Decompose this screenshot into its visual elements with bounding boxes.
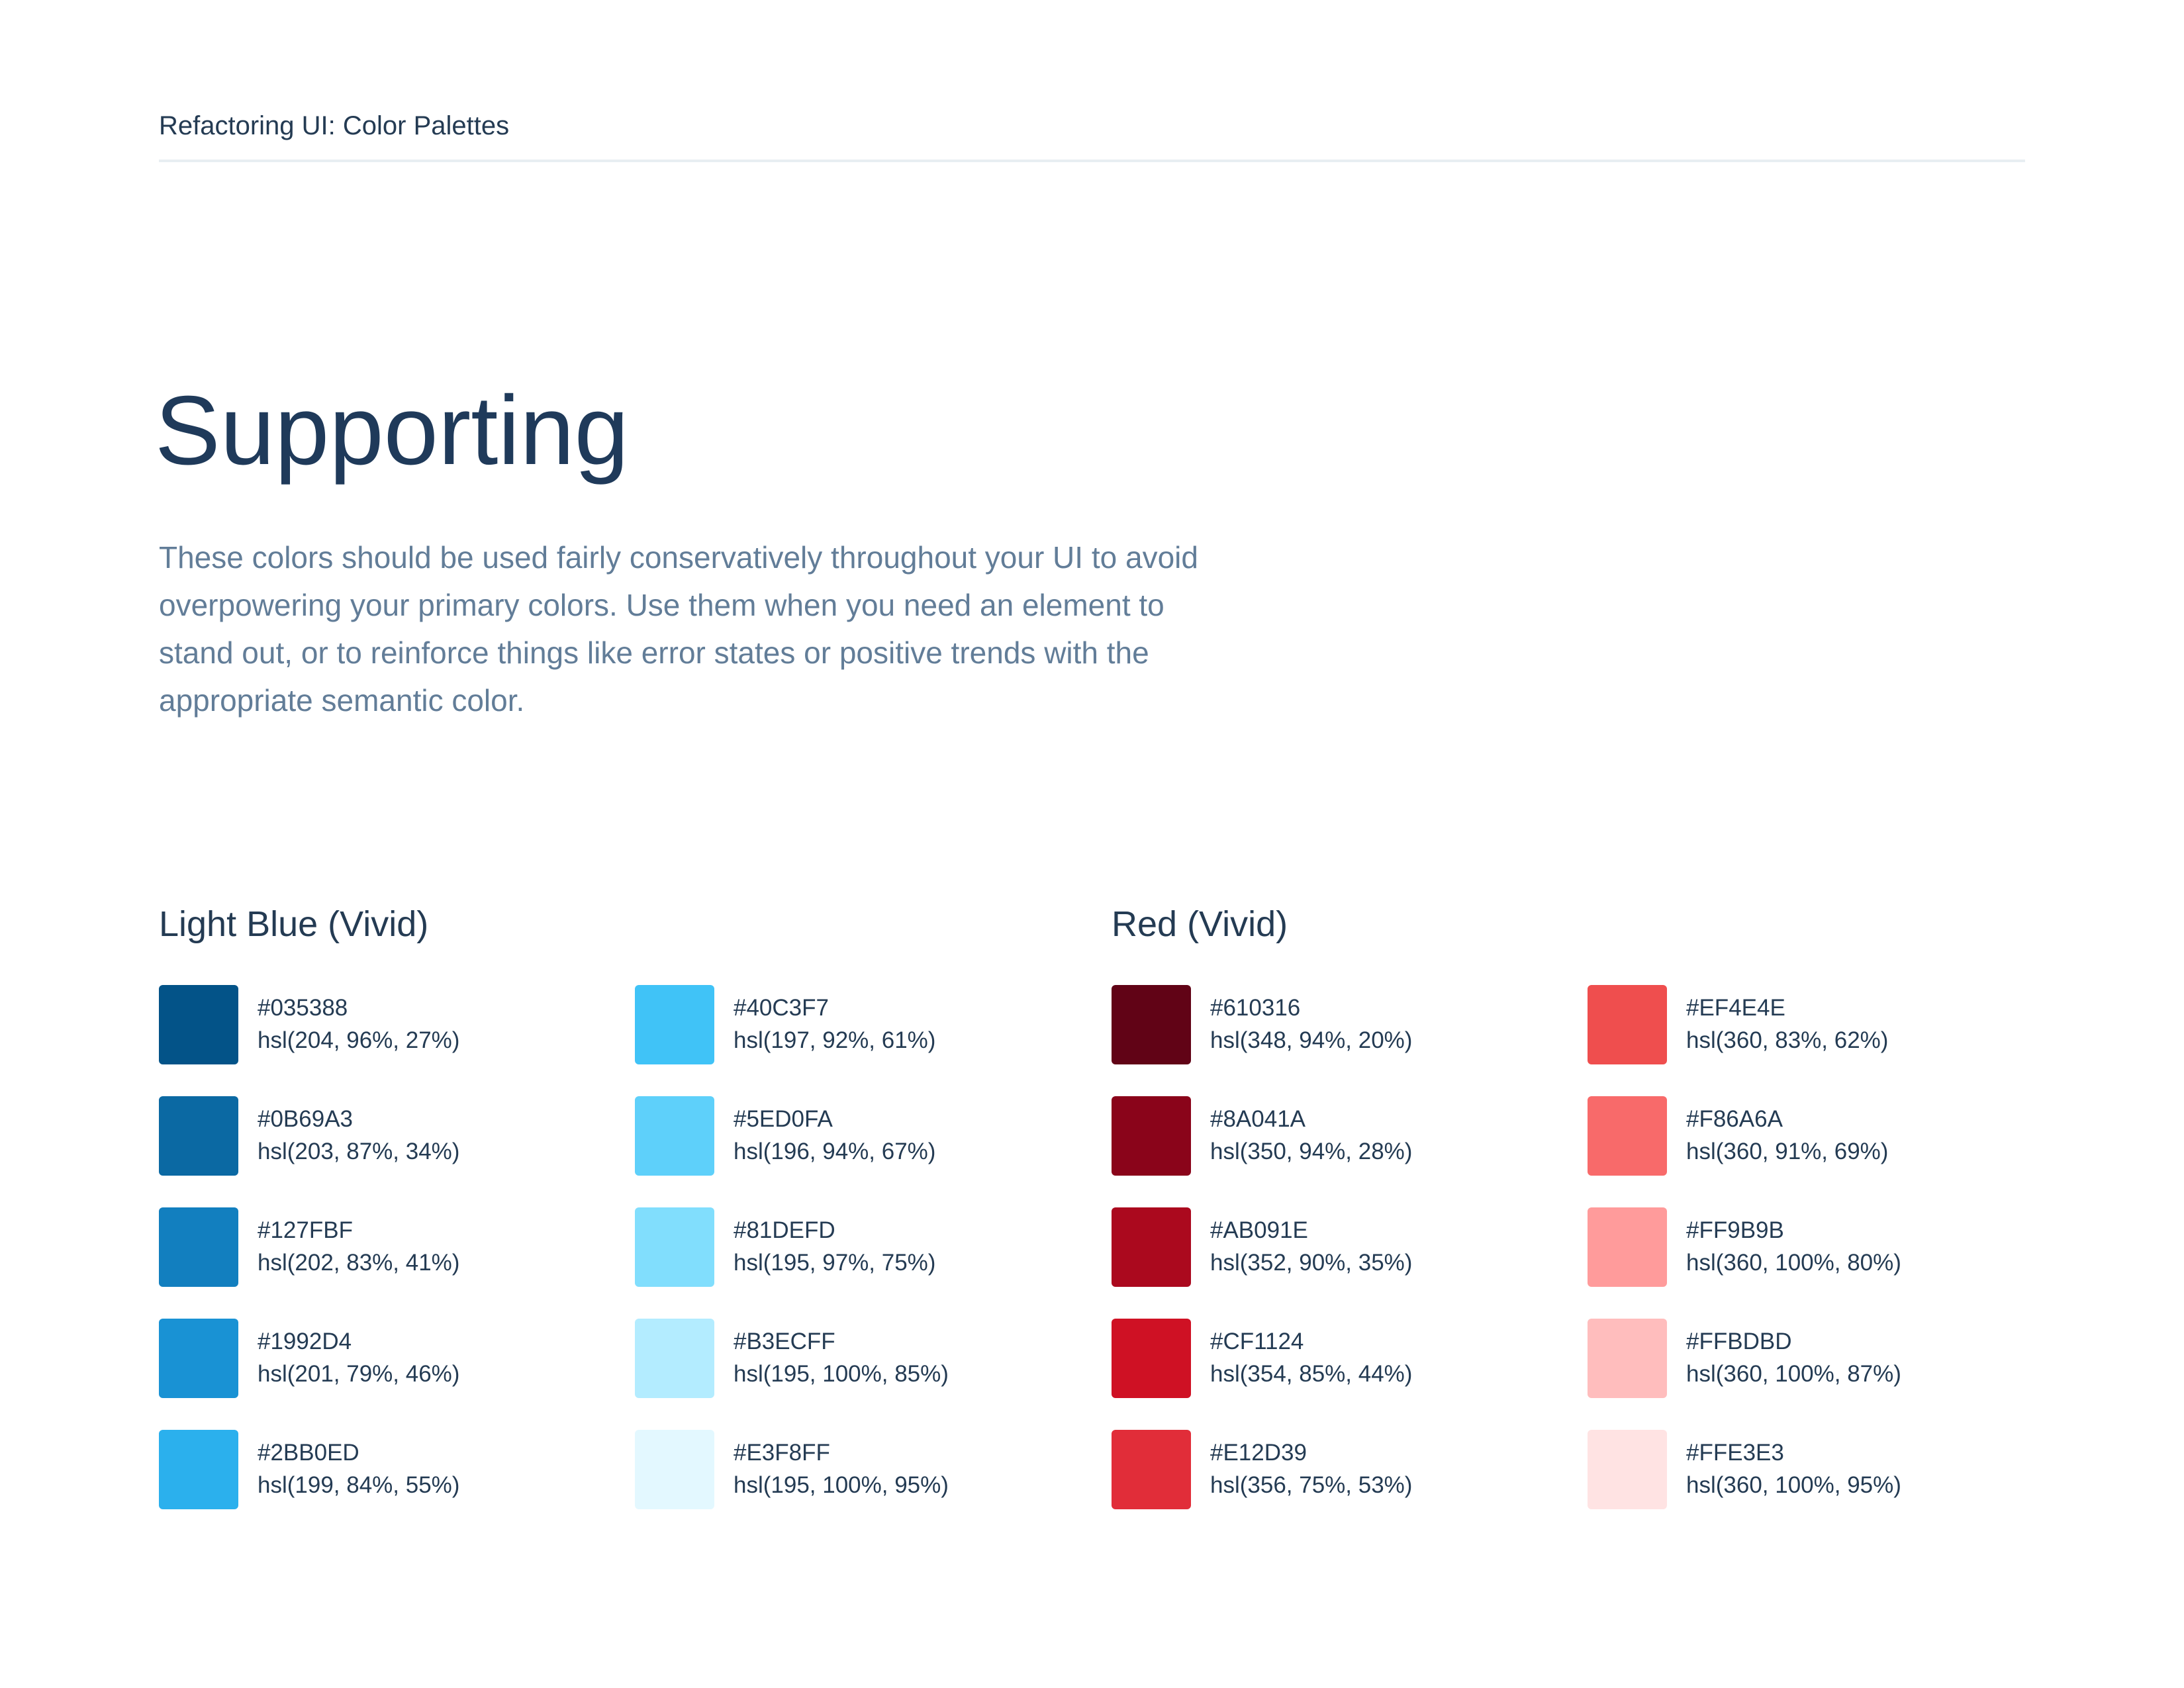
hsl-label: hsl(203, 87%, 34%) [258,1139,460,1164]
color-swatch [1112,985,1191,1064]
color-swatch [1588,1207,1667,1287]
hsl-label: hsl(352, 90%, 35%) [1210,1250,1413,1276]
hsl-label: hsl(360, 100%, 95%) [1686,1472,1901,1498]
hex-label: #035388 [258,995,348,1021]
color-swatch [635,1319,714,1398]
hex-label: #40C3F7 [734,995,829,1021]
color-swatch [1112,1096,1191,1176]
hex-label: #127FBF [258,1217,353,1243]
description: These colors should be used fairly conse… [159,540,1198,718]
hsl-label: hsl(354, 85%, 44%) [1210,1361,1413,1387]
hex-label: #FFE3E3 [1686,1440,1784,1466]
color-swatch [1588,1430,1667,1509]
hsl-label: hsl(204, 96%, 27%) [258,1027,460,1053]
color-swatch [1112,1430,1191,1509]
hsl-label: hsl(199, 84%, 55%) [258,1472,460,1498]
palette-name: Light Blue (Vivid) [159,904,429,944]
color-swatch [1112,1319,1191,1398]
header-title: Refactoring UI: Color Palettes [159,111,510,140]
hex-label: #2BB0ED [258,1440,359,1466]
hex-label: #610316 [1210,995,1301,1021]
hsl-label: hsl(197, 92%, 61%) [734,1027,936,1053]
hex-label: #E12D39 [1210,1440,1307,1466]
color-swatch [1112,1207,1191,1287]
color-swatch [635,1207,714,1287]
hsl-label: hsl(195, 97%, 75%) [734,1250,936,1276]
hex-label: #FFBDBD [1686,1329,1792,1354]
hsl-label: hsl(360, 100%, 87%) [1686,1361,1901,1387]
hex-label: #F86A6A [1686,1106,1783,1132]
palette-name: Red (Vivid) [1112,904,1288,944]
hsl-label: hsl(360, 91%, 69%) [1686,1139,1889,1164]
hsl-label: hsl(350, 94%, 28%) [1210,1139,1413,1164]
heading: Supporting [155,376,629,485]
hex-label: #EF4E4E [1686,995,1785,1021]
hex-label: #AB091E [1210,1217,1308,1243]
hsl-label: hsl(348, 94%, 20%) [1210,1027,1413,1053]
hex-label: #1992D4 [258,1329,352,1354]
hsl-label: hsl(195, 100%, 85%) [734,1361,949,1387]
color-swatch [159,1430,238,1509]
hex-label: #8A041A [1210,1106,1306,1132]
color-swatch [635,1430,714,1509]
hsl-label: hsl(201, 79%, 46%) [258,1361,460,1387]
color-swatch [159,1096,238,1176]
color-swatch [635,1096,714,1176]
hsl-label: hsl(202, 83%, 41%) [258,1250,460,1276]
color-swatch [1588,1319,1667,1398]
color-swatch [1588,985,1667,1064]
hex-label: #B3ECFF [734,1329,835,1354]
hex-label: #5ED0FA [734,1106,833,1132]
color-swatch [1588,1096,1667,1176]
color-swatch [159,1207,238,1287]
hex-label: #0B69A3 [258,1106,354,1132]
color-swatch [159,1319,238,1398]
hex-label: #81DEFD [734,1217,835,1243]
hex-label: #E3F8FF [734,1440,830,1466]
hsl-label: hsl(360, 100%, 80%) [1686,1250,1901,1276]
hex-label: #CF1124 [1210,1329,1304,1354]
hsl-label: hsl(360, 83%, 62%) [1686,1027,1889,1053]
color-swatch [635,985,714,1064]
hsl-label: hsl(196, 94%, 67%) [734,1139,936,1164]
hsl-label: hsl(356, 75%, 53%) [1210,1472,1413,1498]
color-swatch [159,985,238,1064]
header-rule [159,160,2025,162]
hex-label: #FF9B9B [1686,1217,1784,1243]
hsl-label: hsl(195, 100%, 95%) [734,1472,949,1498]
